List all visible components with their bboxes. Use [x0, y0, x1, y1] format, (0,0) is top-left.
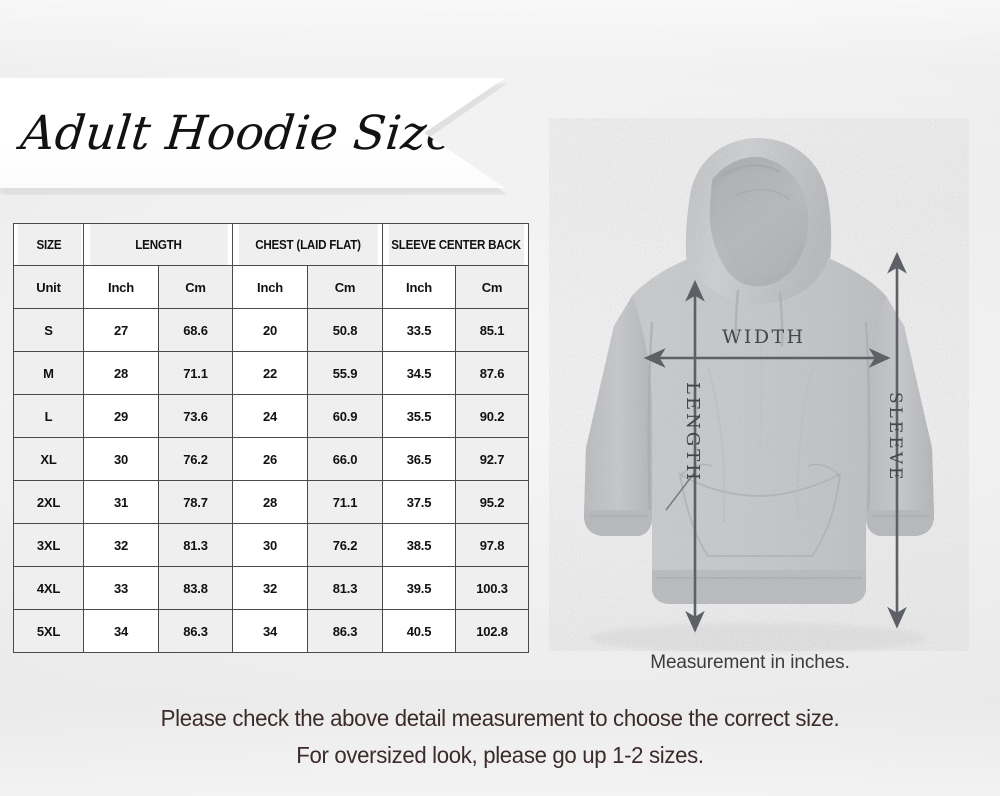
cell-chest-in: 30 [232, 523, 309, 567]
footer-notes: Please check the above detail measuremen… [0, 700, 1000, 775]
cell-chest-in: 22 [232, 351, 309, 395]
cell-length-in: 31 [83, 480, 159, 524]
footer-line-1: Please check the above detail measuremen… [160, 705, 840, 731]
hoodie-illustration [584, 138, 934, 653]
unit-label: Unit [13, 265, 84, 309]
footer-line-2: For oversized look, please go up 1-2 siz… [296, 742, 704, 769]
cell-sleeve-in: 33.5 [382, 308, 457, 352]
page-title: Adult Hoodie Size Chart [18, 105, 610, 161]
measure-label-width: WIDTH [722, 326, 806, 348]
cell-sleeve-cm: 85.1 [455, 308, 530, 352]
unit-sleeve-inch: Inch [382, 265, 457, 309]
cell-size: XL [13, 437, 84, 481]
table-group-header-row: SIZE LENGTH CHEST (LAID FLAT) SLEEVE CEN… [14, 223, 529, 266]
cell-length-cm: 71.1 [157, 351, 234, 395]
table-unit-row: Unit Inch Cm Inch Cm Inch Cm [13, 265, 530, 309]
cell-chest-in: 34 [232, 609, 309, 653]
unit-length-inch: Inch [83, 265, 159, 309]
cell-chest-cm: 71.1 [307, 480, 384, 524]
cell-size: M [13, 351, 84, 395]
cell-length-cm: 76.2 [157, 437, 234, 481]
cell-chest-cm: 66.0 [307, 437, 384, 481]
table-row: XL 30 76.2 26 66.0 36.5 92.7 [13, 437, 530, 481]
cell-chest-cm: 81.3 [307, 566, 384, 610]
cell-sleeve-cm: 97.8 [455, 523, 530, 567]
cell-length-in: 33 [83, 566, 159, 610]
cell-chest-cm: 60.9 [307, 394, 384, 438]
cell-length-in: 30 [83, 437, 159, 481]
hoodie-diagram [540, 118, 980, 658]
cell-chest-in: 28 [232, 480, 309, 524]
cell-length-in: 34 [83, 609, 159, 653]
cell-sleeve-cm: 100.3 [455, 566, 530, 610]
header-length: LENGTH [88, 223, 228, 266]
cell-length-cm: 81.3 [157, 523, 234, 567]
table-row: M 28 71.1 22 55.9 34.5 87.6 [13, 351, 530, 395]
unit-chest-cm: Cm [307, 265, 384, 309]
table-row: 3XL 32 81.3 30 76.2 38.5 97.8 [13, 523, 530, 567]
table-row: 2XL 31 78.7 28 71.1 37.5 95.2 [13, 480, 530, 524]
header-size: SIZE [15, 223, 82, 266]
table-row: S 27 68.6 20 50.8 33.5 85.1 [13, 308, 530, 352]
cell-chest-cm: 55.9 [307, 351, 384, 395]
cell-chest-cm: 86.3 [307, 609, 384, 653]
cell-sleeve-cm: 95.2 [455, 480, 530, 524]
measurement-unit-caption: Measurement in inches. [650, 652, 850, 673]
cell-sleeve-in: 38.5 [382, 523, 457, 567]
cell-length-in: 28 [83, 351, 159, 395]
unit-chest-inch: Inch [232, 265, 309, 309]
unit-sleeve-cm: Cm [455, 265, 530, 309]
cell-sleeve-in: 36.5 [382, 437, 457, 481]
unit-length-cm: Cm [157, 265, 234, 309]
cell-chest-cm: 50.8 [307, 308, 384, 352]
header-sleeve: SLEEVE CENTER BACK [387, 223, 524, 266]
measure-label-length: LENGTH [682, 382, 703, 483]
cell-length-cm: 68.6 [157, 308, 234, 352]
table-row: 5XL 34 86.3 34 86.3 40.5 102.8 [13, 609, 530, 653]
cell-size: 2XL [13, 480, 84, 524]
cell-length-in: 27 [83, 308, 159, 352]
table-row: L 29 73.6 24 60.9 35.5 90.2 [13, 394, 530, 438]
table-body: S 27 68.6 20 50.8 33.5 85.1 M 28 71.1 22… [13, 308, 530, 653]
cell-size: 3XL [13, 523, 84, 567]
table-row: 4XL 33 83.8 32 81.3 39.5 100.3 [13, 566, 530, 610]
cell-chest-in: 26 [232, 437, 309, 481]
cell-sleeve-cm: 92.7 [455, 437, 530, 481]
cell-sleeve-in: 39.5 [382, 566, 457, 610]
cell-length-in: 29 [83, 394, 159, 438]
cell-size: L [13, 394, 84, 438]
cell-length-cm: 86.3 [157, 609, 234, 653]
measure-label-sleeve: SLEEVE [885, 392, 905, 483]
cell-length-in: 32 [83, 523, 159, 567]
cell-length-cm: 73.6 [157, 394, 234, 438]
ribbon-banner: Adult Hoodie Size Chart [0, 78, 505, 188]
cell-size: 4XL [13, 566, 84, 610]
cell-sleeve-cm: 102.8 [455, 609, 530, 653]
cell-length-cm: 83.8 [157, 566, 234, 610]
cell-chest-in: 24 [232, 394, 309, 438]
cell-chest-in: 32 [232, 566, 309, 610]
cell-sleeve-cm: 90.2 [455, 394, 530, 438]
cell-sleeve-in: 34.5 [382, 351, 457, 395]
cell-size: S [13, 308, 84, 352]
cell-sleeve-in: 37.5 [382, 480, 457, 524]
title-ribbon: Adult Hoodie Size Chart [0, 78, 512, 195]
cell-sleeve-in: 40.5 [382, 609, 457, 653]
cell-chest-in: 20 [232, 308, 309, 352]
cell-size: 5XL [13, 609, 84, 653]
cell-length-cm: 78.7 [157, 480, 234, 524]
size-chart-table: SIZE LENGTH CHEST (LAID FLAT) SLEEVE CEN… [13, 223, 530, 653]
cell-sleeve-cm: 87.6 [455, 351, 530, 395]
table-head: SIZE LENGTH CHEST (LAID FLAT) SLEEVE CEN… [13, 223, 530, 309]
header-chest: CHEST (LAID FLAT) [237, 223, 378, 266]
cell-sleeve-in: 35.5 [382, 394, 457, 438]
cell-chest-cm: 76.2 [307, 523, 384, 567]
